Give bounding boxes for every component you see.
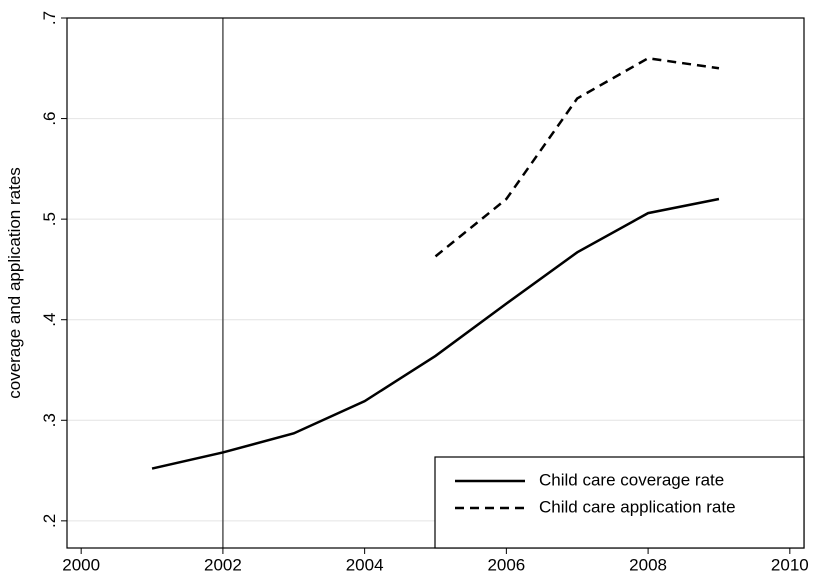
x-tick-label: 2010 bbox=[771, 555, 809, 572]
legend: Child care coverage rate Child care appli… bbox=[434, 456, 805, 549]
data-line bbox=[151, 197, 720, 470]
legend-label: Child care coverage rate bbox=[539, 470, 724, 489]
legend-label: Child care application rate bbox=[539, 497, 736, 516]
x-tick-label: 2008 bbox=[629, 555, 667, 572]
legend-box bbox=[434, 456, 805, 549]
y-tick-label: .4 bbox=[40, 313, 59, 327]
y-tick-label: .3 bbox=[40, 413, 59, 427]
y-tick-label: .7 bbox=[40, 11, 59, 25]
data-line bbox=[434, 56, 720, 258]
x-tick-label: 2006 bbox=[487, 555, 525, 572]
y-tick-label: .2 bbox=[40, 514, 59, 528]
x-tick-label: 2002 bbox=[204, 555, 242, 572]
x-tick-label: 2004 bbox=[346, 555, 384, 572]
x-tick-label: 2000 bbox=[62, 555, 100, 572]
y-tick-label: .5 bbox=[40, 212, 59, 226]
y-tick-label: .6 bbox=[40, 111, 59, 125]
y-axis-title: coverage and application rates bbox=[5, 167, 24, 399]
